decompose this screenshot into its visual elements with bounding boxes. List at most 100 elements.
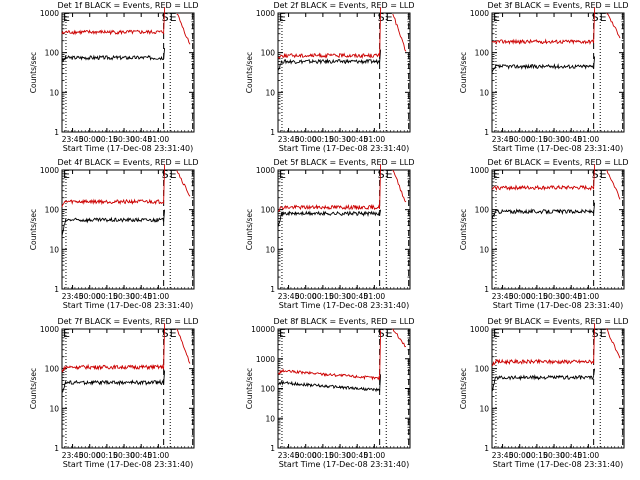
y-tick-label: 100	[261, 206, 276, 215]
x-tick-label: 00:00	[509, 135, 531, 144]
chart-panel-2: Det 2f BLACK = Events, RED = LLD 1 10 100 10…	[245, 1, 415, 153]
y-tick-label: 1000	[256, 9, 275, 18]
x-tick-label: 00:30	[113, 135, 135, 144]
x-axis-label: Start Time (17-Dec-08 23:31:40)	[279, 144, 410, 153]
x-tick-label: 00:45	[560, 451, 582, 460]
x-tick-label: 23:45	[492, 451, 514, 460]
x-tick-label: 01:00	[578, 451, 600, 460]
e-marker-right: E	[170, 168, 177, 181]
x-tick-label: 23:45	[278, 135, 300, 144]
chart-panel-7: Det 7f BLACK = Events, RED = LLD 1 10 100 10…	[29, 317, 199, 469]
y-tick-label: 1	[54, 444, 59, 453]
x-tick-label: 01:00	[578, 135, 600, 144]
x-tick-label: 00:45	[130, 451, 152, 460]
x-tick-label: 00:00	[79, 292, 101, 301]
series-tail-lld	[176, 328, 191, 364]
e-marker-left: E	[279, 327, 286, 340]
x-tick-label: 00:30	[329, 292, 351, 301]
x-axis-label: Start Time (17-Dec-08 23:31:40)	[63, 301, 194, 310]
series-line-events	[491, 56, 596, 74]
e-marker-right: E	[600, 11, 607, 24]
x-axis-label: Start Time (17-Dec-08 23:31:40)	[279, 460, 410, 469]
series-tail-lld	[606, 13, 621, 39]
e-marker-left: E	[493, 168, 500, 181]
x-tick-label: 00:30	[113, 292, 135, 301]
series-line-lld	[491, 7, 596, 46]
y-tick-label: 1	[54, 285, 59, 294]
y-axis-label: Counts/sec	[29, 52, 38, 93]
x-tick-label: 00:15	[312, 135, 334, 144]
x-tick-label: 01:00	[148, 292, 170, 301]
y-axis-label: Counts/sec	[29, 368, 38, 409]
x-tick-label: 00:15	[96, 451, 118, 460]
x-tick-label: 00:15	[526, 451, 548, 460]
x-tick-label: 00:15	[312, 292, 334, 301]
x-axis-label: Start Time (17-Dec-08 23:31:40)	[493, 460, 624, 469]
chart-panel-5: Det 5f BLACK = Events, RED = LLD 1 10 100 10…	[245, 158, 415, 310]
x-axis-label: Start Time (17-Dec-08 23:31:40)	[279, 301, 410, 310]
x-tick-label: 00:45	[130, 135, 152, 144]
x-axis-label: Start Time (17-Dec-08 23:31:40)	[493, 301, 624, 310]
s-marker: S	[378, 327, 385, 340]
x-tick-label: 00:45	[346, 292, 368, 301]
series-line-lld	[491, 164, 596, 191]
e-marker-right: E	[170, 327, 177, 340]
series-line-events	[277, 209, 382, 228]
x-tick-label: 00:45	[346, 451, 368, 460]
y-axis-label: Counts/sec	[29, 209, 38, 250]
x-tick-label: 00:15	[312, 451, 334, 460]
plot-frame	[61, 12, 195, 133]
series-tail-lld	[176, 170, 191, 197]
e-marker-left: E	[63, 327, 70, 340]
y-tick-label: 1000	[256, 166, 275, 175]
chart-panel-8: Det 8f BLACK = Events, RED = LLD 1 10 100 10…	[245, 317, 415, 469]
e-marker-right: E	[170, 11, 177, 24]
plot-frame	[491, 328, 625, 449]
s-marker: S	[592, 168, 599, 181]
plot-frame	[491, 12, 625, 133]
x-tick-label: 01:00	[148, 135, 170, 144]
chart-title: Det 3f BLACK = Events, RED = LLD	[487, 1, 628, 10]
y-tick-label: 100	[261, 385, 276, 394]
x-tick-label: 00:00	[295, 292, 317, 301]
x-tick-label: 00:30	[329, 135, 351, 144]
y-axis-label: Counts/sec	[245, 52, 254, 93]
chart-panel-1: Det 1f BLACK = Events, RED = LLD 1 10 100 10…	[29, 1, 199, 153]
x-tick-label: 23:45	[278, 292, 300, 301]
s-marker: S	[162, 11, 169, 24]
series-line-lld	[277, 7, 382, 60]
y-axis-label: Counts/sec	[245, 368, 254, 409]
x-tick-label: 00:30	[113, 451, 135, 460]
y-tick-label: 100	[45, 365, 60, 374]
y-tick-label: 10	[49, 404, 59, 413]
y-axis-label: Counts/sec	[459, 209, 468, 250]
y-tick-label: 10	[479, 88, 489, 97]
chart-panel-6: Det 6f BLACK = Events, RED = LLD 1 10 100 10…	[459, 158, 629, 310]
e-marker-left: E	[63, 11, 70, 24]
y-tick-label: 10	[49, 245, 59, 254]
chart-title: Det 2f BLACK = Events, RED = LLD	[273, 1, 414, 10]
x-tick-label: 00:45	[560, 135, 582, 144]
e-marker-right: E	[386, 327, 393, 340]
y-tick-label: 10000	[251, 325, 275, 334]
x-tick-label: 00:00	[509, 292, 531, 301]
series-line-lld	[61, 323, 166, 373]
x-tick-label: 00:30	[329, 451, 351, 460]
x-tick-label: 00:15	[526, 135, 548, 144]
chart-panel-4: Det 4f BLACK = Events, RED = LLD 1 10 100 10…	[29, 158, 199, 310]
s-marker: S	[378, 11, 385, 24]
e-marker-left: E	[63, 168, 70, 181]
y-axis-label: Counts/sec	[459, 368, 468, 409]
chart-title: Det 8f BLACK = Events, RED = LLD	[273, 317, 414, 326]
s-marker: S	[162, 327, 169, 340]
y-axis-label: Counts/sec	[245, 209, 254, 250]
x-tick-label: 01:00	[148, 451, 170, 460]
series-tail-lld	[176, 13, 191, 45]
y-tick-label: 1	[270, 285, 275, 294]
x-tick-label: 23:45	[62, 292, 84, 301]
series-line-events	[277, 49, 382, 72]
series-line-events	[491, 202, 596, 220]
y-tick-label: 100	[475, 49, 490, 58]
y-tick-label: 10	[265, 88, 275, 97]
e-marker-left: E	[279, 11, 286, 24]
